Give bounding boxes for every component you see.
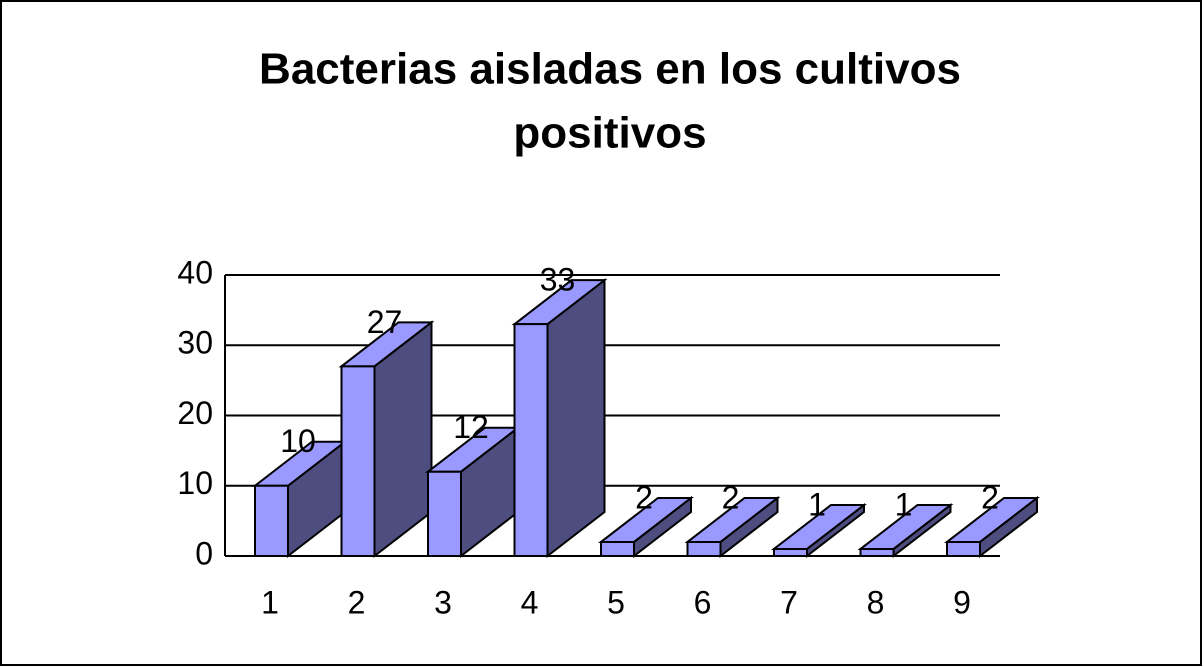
bar-face <box>254 484 289 557</box>
data-label: 12 <box>453 409 489 445</box>
bar <box>857 502 954 559</box>
data-label: 1 <box>808 486 826 522</box>
bar-face <box>859 547 895 557</box>
x-tick-label: 3 <box>434 584 452 620</box>
bar <box>338 320 435 559</box>
x-tick-label: 1 <box>261 584 279 620</box>
bar <box>771 502 867 559</box>
bar <box>684 495 781 559</box>
x-tick-label: 7 <box>780 584 798 620</box>
data-label: 1 <box>895 486 913 522</box>
data-label: 27 <box>367 304 403 340</box>
bar <box>425 425 521 559</box>
y-tick-label: 10 <box>177 465 213 501</box>
bar-face <box>546 278 606 559</box>
data-label: 33 <box>540 262 576 298</box>
x-tick-label: 4 <box>521 584 539 620</box>
bar-face <box>773 547 808 557</box>
bar-face <box>600 540 635 557</box>
bar-face <box>340 365 376 557</box>
data-label: 2 <box>981 479 999 515</box>
data-label: 2 <box>722 479 740 515</box>
data-label: 10 <box>280 423 316 459</box>
chart-title: positivos <box>513 109 706 158</box>
data-label: 2 <box>635 479 653 515</box>
chart-title: Bacterias aisladas en los cultivos <box>259 45 961 94</box>
y-tick-label: 0 <box>195 535 213 571</box>
bar-face <box>686 540 722 557</box>
x-tick-label: 8 <box>867 584 885 620</box>
bar <box>944 495 1040 559</box>
bar <box>511 278 608 559</box>
x-tick-label: 9 <box>953 584 971 620</box>
bar-face <box>946 540 981 557</box>
y-tick-label: 40 <box>177 254 213 290</box>
bar <box>598 495 694 559</box>
x-tick-label: 6 <box>694 584 712 620</box>
y-tick-label: 20 <box>177 395 213 431</box>
y-tick-label: 30 <box>177 325 213 361</box>
bar-face <box>513 323 549 557</box>
bar-face <box>427 470 462 557</box>
x-tick-label: 2 <box>348 584 366 620</box>
x-tick-label: 5 <box>607 584 625 620</box>
